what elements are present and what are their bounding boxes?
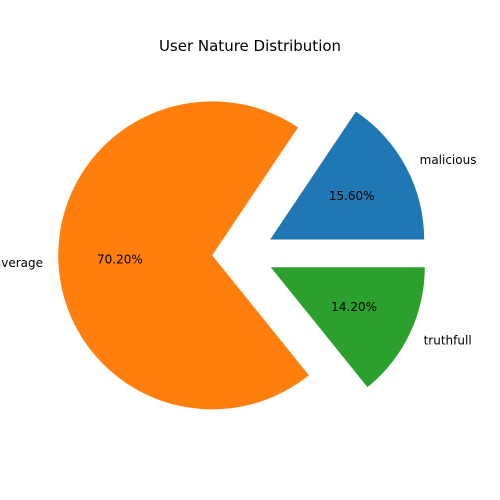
pie-slices bbox=[58, 101, 425, 410]
pie-slice-average bbox=[58, 101, 309, 410]
pie-labels: 15.60% malicious 70.20% average 14.20% truthf… bbox=[0, 153, 476, 348]
chart-title: User Nature Distribution bbox=[159, 37, 341, 55]
slice-label-malicious: malicious bbox=[420, 153, 477, 167]
slice-label-truthfull: truthfull bbox=[424, 333, 472, 347]
slice-percent-truthfull: 14.20% bbox=[331, 300, 377, 314]
slice-label-average: average bbox=[0, 256, 43, 270]
slice-percent-malicious: 15.60% bbox=[329, 189, 375, 203]
pie-slice-malicious bbox=[270, 111, 425, 240]
pie-slice-truthfull bbox=[270, 267, 425, 388]
slice-percent-average: 70.20% bbox=[97, 252, 143, 266]
